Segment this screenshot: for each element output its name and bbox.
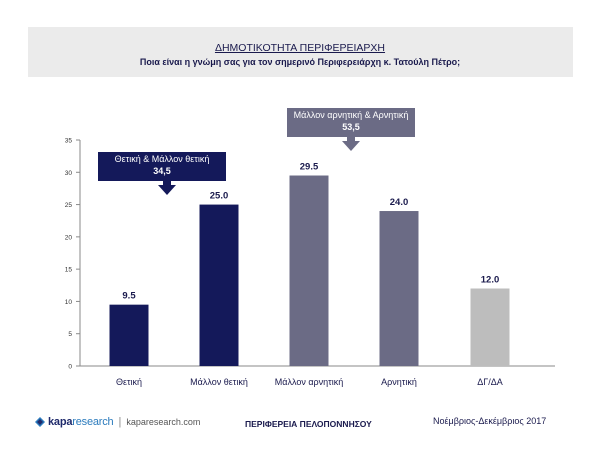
callout-negative: Μάλλον αρνητική & Αρνητική 53,5 xyxy=(287,109,415,133)
callout-negative-arrow-icon xyxy=(342,141,360,151)
x-category-label: ΔΓ/ΔΑ xyxy=(477,377,502,387)
bar xyxy=(199,204,239,366)
callout-positive-arrow-shaft xyxy=(163,181,171,185)
brand-main: kapa xyxy=(48,416,73,428)
footer-date: Νοέμβριος-Δεκέμβριος 2017 xyxy=(433,416,547,426)
callout-negative-value: 53,5 xyxy=(342,122,360,132)
footer-region: ΠΕΡΙΦΕΡΕΙΑ ΠΕΛΟΠΟΝΝΗΣΟΥ xyxy=(245,419,372,429)
bar-value-label: 24.0 xyxy=(390,197,409,208)
kapa-logo-icon xyxy=(35,417,45,427)
y-tick-label: 15 xyxy=(65,267,73,274)
y-tick-label: 5 xyxy=(68,331,72,338)
bar-value-label: 25.0 xyxy=(210,191,229,202)
callout-positive-arrow-icon xyxy=(158,185,176,195)
callout-positive-value: 34,5 xyxy=(153,166,171,176)
brand-logo: kaparesearch | kaparesearch.com xyxy=(34,416,200,428)
y-tick-label: 35 xyxy=(65,138,73,145)
callout-positive-box xyxy=(98,152,226,181)
header-box xyxy=(28,27,573,77)
brand-name: kaparesearch xyxy=(48,416,114,428)
chart-title: ΔΗΜΟΤΙΚΟΤΗΤΑ ΠΕΡΙΦΕΡΕΙΑΡΧΗ xyxy=(214,42,386,54)
brand-accent: research xyxy=(72,416,114,428)
bar xyxy=(289,175,329,366)
bar-value-label: 9.5 xyxy=(122,291,136,302)
x-category-label: Θετική xyxy=(116,377,142,387)
bar xyxy=(379,211,419,366)
x-category-label: Μάλλον αρνητική xyxy=(275,377,343,387)
callout-positive-label: Θετική & Μάλλον θετική xyxy=(114,154,210,164)
bar-value-label: 12.0 xyxy=(481,275,500,286)
callout-negative-box xyxy=(287,108,415,137)
y-tick-label: 25 xyxy=(65,202,73,209)
y-tick-label: 20 xyxy=(65,234,73,241)
y-tick-label: 30 xyxy=(65,170,73,177)
x-category-label: Μάλλον θετική xyxy=(190,377,248,387)
y-tick-label: 10 xyxy=(65,299,73,306)
brand-separator: | xyxy=(118,416,122,428)
bar xyxy=(109,304,149,366)
callout-positive: Θετική & Μάλλον θετική 34,5 xyxy=(98,153,226,177)
x-category-label: Αρνητική xyxy=(381,377,417,387)
bar xyxy=(470,288,510,366)
y-tick-label: 0 xyxy=(68,364,72,371)
callout-negative-arrow-shaft xyxy=(347,137,355,141)
chart-subtitle: Ποια είναι η γνώμη σας για τον σημερινό … xyxy=(139,57,461,67)
bar-value-label: 29.5 xyxy=(300,162,319,173)
callout-negative-label: Μάλλον αρνητική & Αρνητική xyxy=(293,110,409,120)
brand-site: kaparesearch.com xyxy=(126,417,201,427)
